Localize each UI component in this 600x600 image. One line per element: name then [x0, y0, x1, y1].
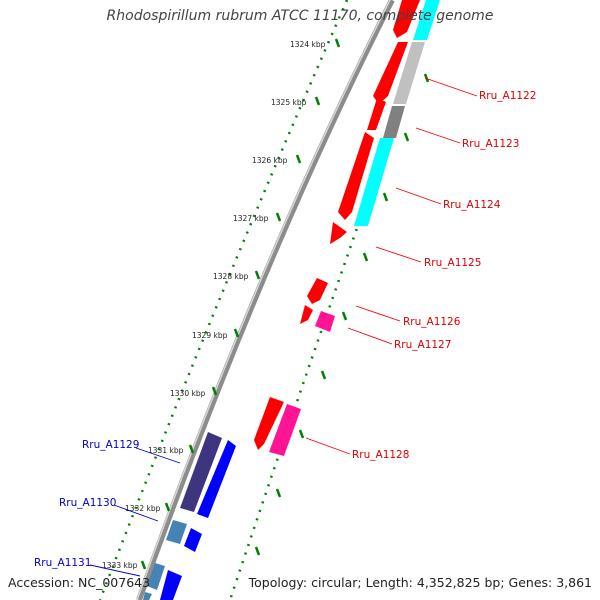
tick-label: 1332 kbp: [125, 504, 161, 513]
gene-label-rru-a1129[interactable]: Rru_A1129: [82, 439, 139, 451]
tick-label: 1331 kbp: [148, 446, 184, 455]
gene-label-rru-a1122[interactable]: Rru_A1122: [479, 90, 536, 102]
gene-feature-rru-a1131-cds[interactable]: [160, 570, 182, 600]
gene-label-rru-a1127[interactable]: Rru_A1127: [394, 339, 451, 351]
inner-tick: [362, 252, 369, 262]
topology-summary: Topology: circular; Length: 4,352,825 bp…: [248, 575, 592, 590]
inner-tick: [341, 311, 348, 321]
gene-feature-rru-a1126-a[interactable]: [307, 278, 328, 304]
genome-backbone-highlight: [136, 0, 391, 600]
gene-feature-rru-a1124[interactable]: [338, 132, 374, 220]
gene-feature-dark-gray[interactable]: [383, 106, 405, 138]
gene-label-rru-a1124[interactable]: Rru_A1124: [443, 199, 501, 211]
reverse-label-leaders: [89, 447, 181, 577]
ruler-tick-labels: 1324 kbp 1325 kbp 1326 kbp 1327 kbp 1328…: [102, 40, 326, 570]
tick-label: 1328 kbp: [213, 272, 249, 281]
trna-feature-rru-a1127[interactable]: [315, 311, 335, 332]
gene-label-rru-a1125[interactable]: Rru_A1125: [424, 257, 481, 269]
leader-line: [395, 187, 442, 205]
leader-line: [355, 305, 401, 322]
gene-feature-partial[interactable]: [143, 592, 152, 600]
gene-feature-rru-a1131[interactable]: [147, 563, 165, 590]
tick-label: 1326 kbp: [252, 156, 288, 165]
gene-label-rru-a1123[interactable]: Rru_A1123: [462, 138, 519, 150]
ruler-major-tick: [164, 502, 171, 512]
inner-tick: [382, 192, 389, 202]
inner-tick: [320, 370, 327, 380]
leader-line: [347, 327, 393, 345]
ruler-major-tick: [254, 270, 261, 280]
tick-label: 1330 kbp: [170, 389, 206, 398]
ruler-major-tick: [233, 328, 240, 338]
reverse-strand-features: [143, 432, 236, 600]
gene-feature-rru-a1125[interactable]: [330, 222, 347, 244]
leader-line: [305, 437, 351, 455]
forward-label-leaders: [305, 77, 478, 455]
leader-line: [89, 564, 141, 577]
gene-feature-rru-a1123[interactable]: [367, 98, 386, 130]
rna-feature[interactable]: [413, 0, 440, 40]
gene-label-rru-a1126[interactable]: Rru_A1126: [403, 316, 461, 328]
inner-tick: [403, 132, 410, 142]
genome-backbone: [136, 0, 395, 600]
rna-feature-rru-a1124[interactable]: [354, 138, 394, 226]
tick-label: 1329 kbp: [192, 331, 228, 340]
gene-feature-rru-a1129-cds[interactable]: [197, 440, 236, 518]
reverse-gene-labels: Rru_A1129 Rru_A1130 Rru_A1131: [34, 439, 139, 569]
leader-line: [424, 77, 478, 97]
forward-gene-labels: Rru_A1122 Rru_A1123 Rru_A1124 Rru_A1125 …: [352, 90, 536, 461]
ruler-major-tick: [314, 96, 321, 106]
ruler-major-tick: [295, 154, 302, 164]
inner-tick: [275, 488, 282, 498]
leader-line: [375, 246, 422, 263]
genome-title: Rhodospirillum rubrum ATCC 11170, comple…: [106, 8, 494, 24]
leader-line: [415, 127, 461, 144]
gene-feature-gray[interactable]: [393, 42, 425, 104]
gene-label-rru-a1131[interactable]: Rru_A1131: [34, 557, 91, 569]
ruler-major-tick: [211, 386, 218, 396]
gene-feature-forward[interactable]: [393, 0, 420, 38]
forward-strand-features: [254, 0, 440, 456]
inner-tick: [423, 73, 430, 83]
gene-feature-rru-a1130-cds[interactable]: [184, 528, 202, 552]
gene-label-rru-a1128[interactable]: Rru_A1128: [352, 449, 409, 461]
gene-feature-rru-a1130[interactable]: [166, 520, 187, 544]
leader-line: [135, 447, 181, 464]
outer-guide-line: [98, 0, 349, 600]
ruler-major-tick: [334, 38, 341, 48]
gene-feature-rru-a1126-b[interactable]: [300, 305, 313, 324]
leader-line: [113, 504, 159, 522]
tick-label: 1324 kbp: [290, 40, 326, 49]
gene-feature-rru-a1128[interactable]: [254, 397, 284, 450]
ruler-ticks: [140, 38, 341, 570]
inner-ticks: [254, 73, 430, 556]
inner-tick: [298, 429, 305, 439]
gene-feature-rru-a1122[interactable]: [373, 42, 408, 104]
ruler-major-tick: [188, 444, 195, 454]
gene-feature-rru-a1129[interactable]: [180, 432, 222, 512]
tick-label: 1333 kbp: [102, 561, 138, 570]
ruler-major-tick: [275, 212, 282, 222]
tick-label: 1325 kbp: [271, 98, 307, 107]
gene-label-rru-a1130[interactable]: Rru_A1130: [59, 497, 116, 509]
inner-tick: [254, 546, 261, 556]
ruler-major-tick: [140, 560, 147, 570]
accession-text: Accession: NC_007643: [8, 575, 151, 590]
trna-feature-rru-a1128[interactable]: [269, 404, 301, 456]
tick-label: 1327 kbp: [233, 214, 269, 223]
